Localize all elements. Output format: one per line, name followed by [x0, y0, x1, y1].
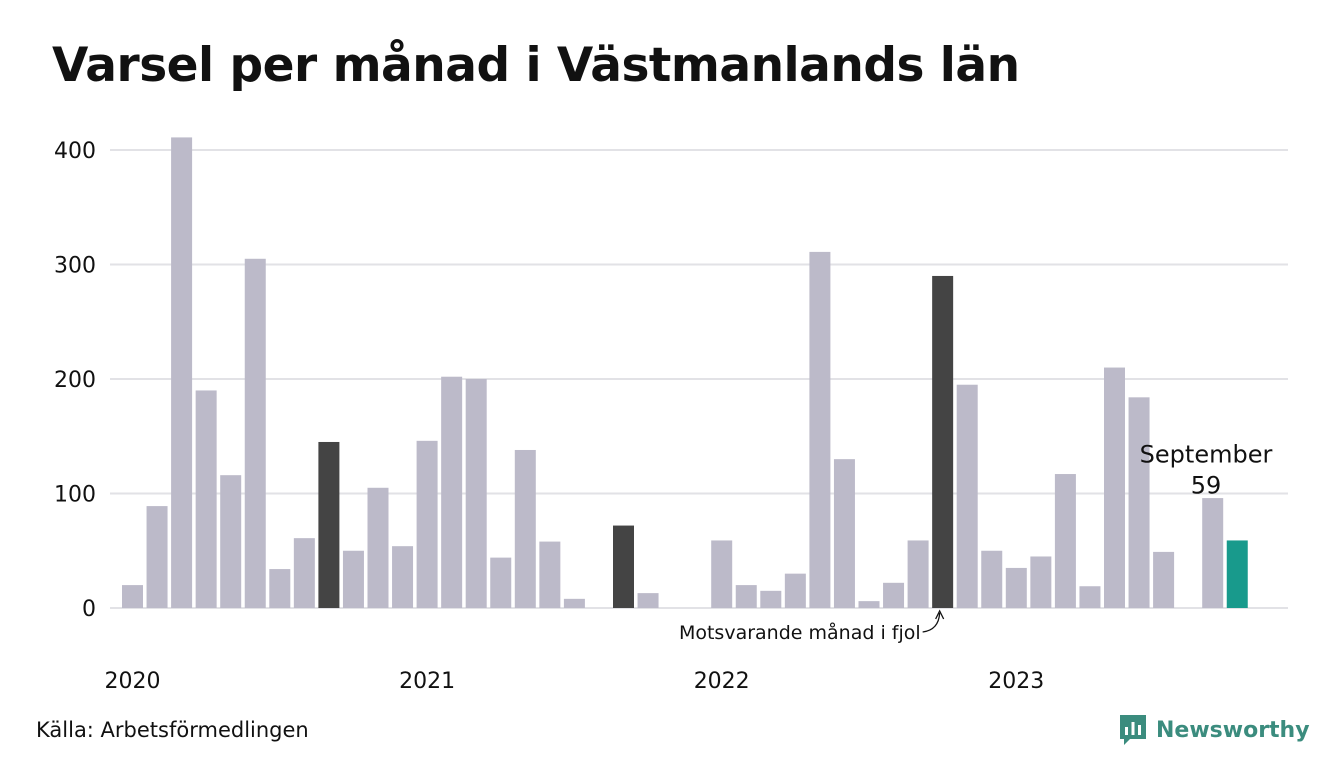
bar	[1079, 586, 1101, 608]
bar	[833, 459, 855, 608]
bar	[318, 441, 340, 608]
bar	[416, 440, 438, 608]
y-tick-label: 400	[54, 139, 96, 164]
chart-title: Varsel per månad i Västmanlands län	[52, 38, 1020, 93]
bar	[244, 258, 266, 608]
bar	[1226, 540, 1248, 608]
x-tick-label: 2023	[988, 669, 1044, 694]
bar	[956, 384, 978, 608]
bar	[907, 540, 929, 608]
bar	[613, 525, 634, 608]
bar	[1054, 474, 1076, 608]
bar	[1030, 556, 1052, 608]
bar	[539, 541, 561, 608]
bar	[858, 601, 880, 608]
y-tick-label: 0	[82, 597, 96, 622]
bar	[1202, 498, 1224, 608]
bar	[883, 582, 905, 608]
annotation-arrow	[922, 612, 941, 633]
y-tick-label: 300	[54, 254, 96, 279]
bar	[171, 137, 193, 608]
bar	[490, 557, 512, 608]
bar	[1104, 367, 1125, 608]
bar	[784, 573, 806, 608]
bar	[195, 390, 217, 608]
bar	[735, 585, 757, 608]
x-tick-label: 2021	[399, 669, 455, 694]
bar	[465, 379, 487, 608]
bar	[711, 540, 733, 608]
bar	[392, 546, 414, 608]
bar	[1153, 551, 1175, 608]
bar	[932, 275, 954, 608]
annotation-text: Motsvarande månad i fjol	[679, 621, 921, 644]
source-note: Källa: Arbetsförmedlingen	[36, 718, 309, 742]
newsworthy-logo-icon	[1120, 715, 1146, 745]
bar	[367, 487, 389, 608]
annotation-arrowhead	[935, 609, 945, 620]
bar	[342, 550, 364, 608]
annotations: September 59 Motsvarande månad i fjol	[679, 440, 1272, 644]
bars	[122, 137, 1248, 608]
bar	[563, 598, 585, 608]
bar	[514, 449, 536, 608]
bar	[122, 585, 143, 608]
x-axis-labels: 2020 2021 2022 2023	[105, 669, 1045, 694]
bar	[809, 251, 831, 608]
bar	[760, 590, 782, 608]
y-tick-label: 200	[54, 368, 96, 393]
x-tick-label: 2020	[105, 669, 161, 694]
bar	[637, 593, 659, 608]
bar	[220, 475, 242, 608]
y-tick-label: 100	[54, 483, 96, 508]
brand-logo[interactable]: Newsworthy	[1118, 713, 1310, 747]
current-month-label: September	[1140, 440, 1273, 468]
y-axis-labels: 0 100 200 300 400	[54, 139, 96, 622]
bar	[981, 550, 1003, 608]
bar	[146, 506, 168, 608]
x-tick-label: 2022	[694, 669, 750, 694]
brand-name: Newsworthy	[1156, 717, 1310, 743]
bar	[1005, 567, 1027, 608]
bar	[1128, 397, 1150, 608]
bar	[269, 569, 291, 608]
bar	[293, 538, 315, 608]
current-value-label: 59	[1191, 471, 1222, 499]
bar	[441, 376, 463, 608]
